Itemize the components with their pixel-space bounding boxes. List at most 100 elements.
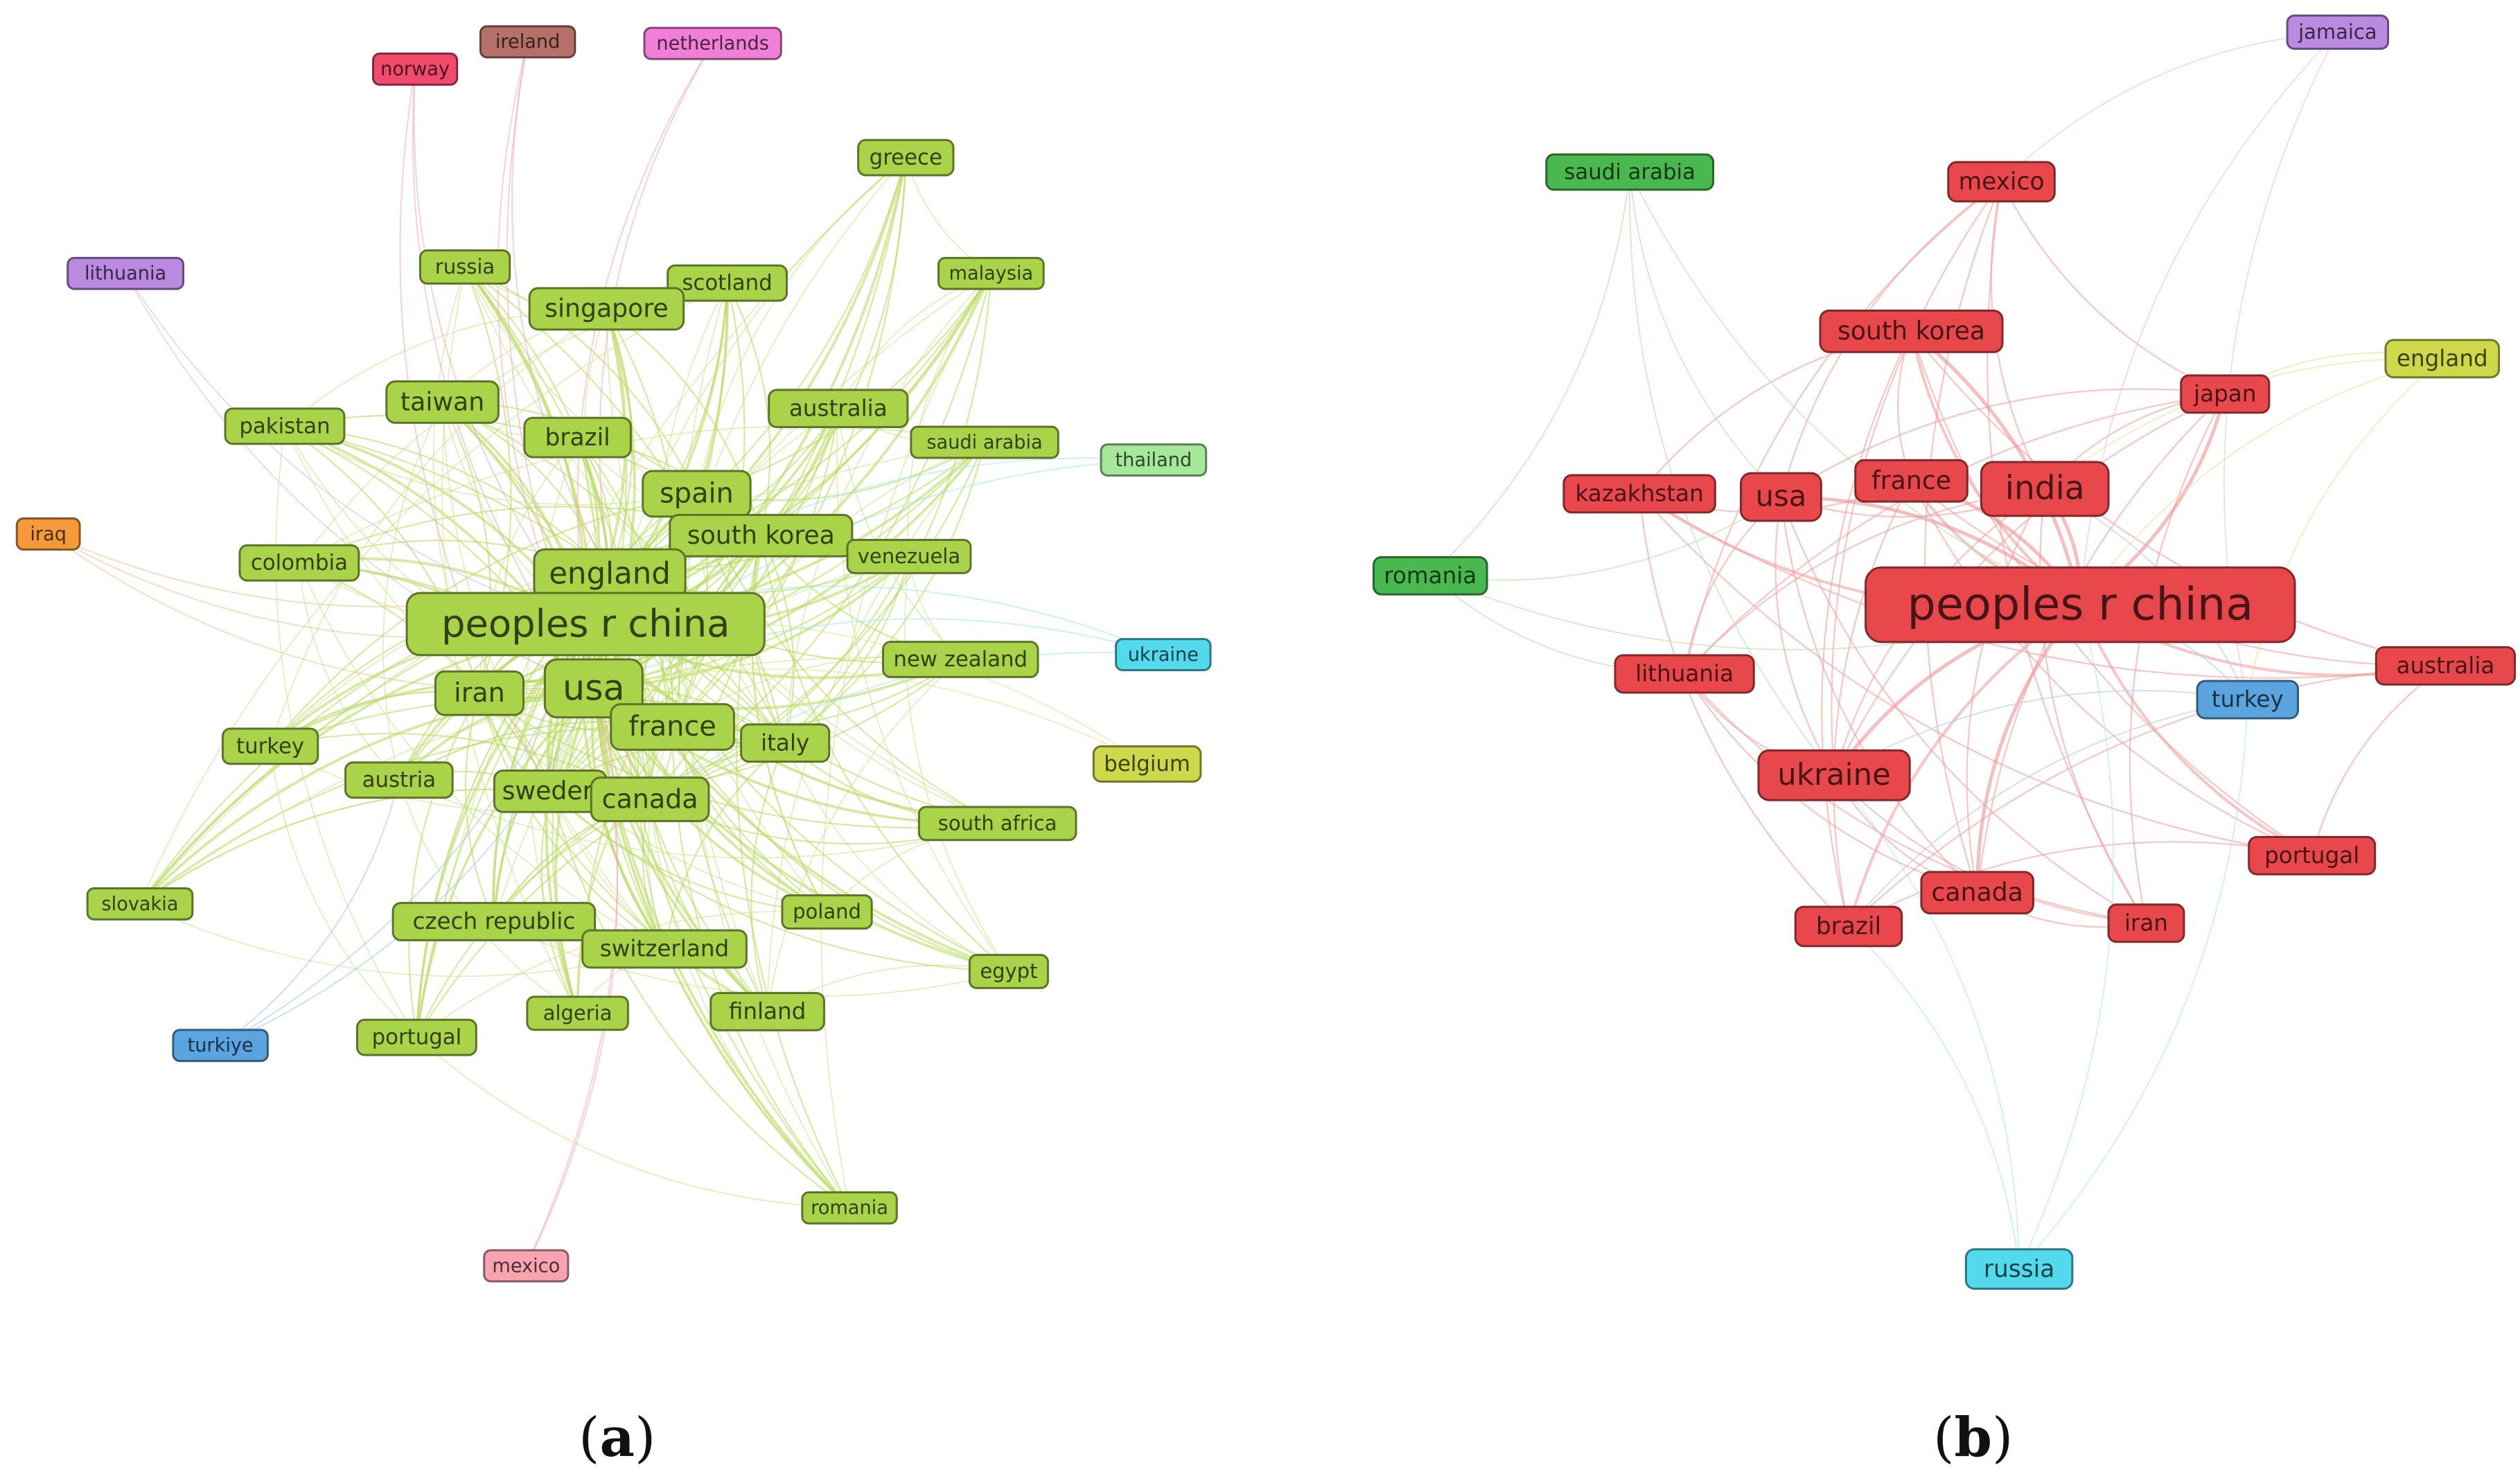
node-b-india-label: india: [2005, 470, 2085, 508]
edge-a-mexico-usa: [525, 688, 618, 1266]
node-a-finland-label: finland: [729, 998, 807, 1024]
node-b-peoples-r-china-label: peoples r china: [1907, 578, 2253, 630]
edge-b-jamaica-peoples_r_china: [2079, 31, 2338, 605]
node-b-usa-label: usa: [1756, 479, 1807, 513]
node-b-russia-label: russia: [1984, 1255, 2054, 1283]
node-a-austria: austria: [344, 761, 454, 799]
node-a-czech-republic-box: [391, 902, 597, 941]
node-a-russia-label: russia: [435, 255, 495, 278]
node-b-kazakhstan: kazakhstan: [1562, 474, 1716, 514]
node-a-greece: greece: [857, 139, 955, 177]
node-a-austria-box: [344, 761, 454, 799]
node-a-australia-label: australia: [789, 395, 888, 421]
edge-a-malaysia-romania: [820, 273, 992, 1208]
edge-a-turkiye-usa: [220, 688, 594, 1047]
node-a-iraq-label: iraq: [30, 524, 67, 545]
node-a-scotland: scotland: [667, 264, 788, 302]
node-a-ukraine-label: ukraine: [1128, 644, 1199, 666]
node-a-belgium: belgium: [1092, 745, 1202, 783]
node-b-england: england: [2384, 339, 2501, 379]
node-a-switzerland: switzerland: [581, 929, 748, 969]
edge-b-kazakhstan-brazil: [1639, 493, 1849, 927]
edge-b-russia-turkey: [2018, 700, 2248, 1270]
node-a-iran-box: [434, 670, 525, 716]
node-b-australia-label: australia: [2397, 652, 2495, 679]
node-a-peoples-r-china-box: [405, 592, 766, 657]
node-a-colombia-box: [238, 544, 360, 582]
node-a-egypt: egypt: [968, 954, 1049, 989]
edge-a-france-australia: [671, 408, 839, 728]
node-a-south-korea-label: south korea: [687, 520, 835, 550]
edge-b-england-turkey: [2246, 358, 2443, 700]
node-a-singapore: singapore: [528, 287, 685, 331]
node-a-slovakia-label: slovakia: [102, 894, 179, 915]
edge-b-portugal-brazil: [1848, 841, 2312, 927]
node-b-kazakhstan-label: kazakhstan: [1575, 480, 1703, 506]
node-a-taiwan: taiwan: [385, 380, 500, 424]
node-a-algeria-box: [526, 995, 629, 1031]
node-a-portugal-label: portugal: [372, 1025, 462, 1050]
node-a-iraq-box: [15, 517, 81, 551]
edge-b-lithuania-iran: [1684, 673, 2147, 924]
node-a-usa-label: usa: [563, 667, 625, 708]
node-a-south-korea: south korea: [669, 513, 854, 558]
node-b-portugal-box: [2248, 835, 2377, 876]
node-a-algeria: algeria: [526, 995, 629, 1031]
panel-b-caption: (b): [1933, 1406, 2014, 1469]
node-b-ukraine-label: ukraine: [1777, 758, 1891, 792]
node-b-russia: russia: [1964, 1248, 2074, 1290]
edge-b-south_korea-france: [1897, 330, 1912, 481]
node-a-czech-republic: czech republic: [391, 902, 597, 941]
node-a-new-zealand-box: [881, 641, 1039, 678]
node-b-mexico: mexico: [1947, 161, 2056, 203]
node-a-ukraine-box: [1115, 638, 1212, 671]
node-a-france-box: [610, 703, 735, 751]
edge-b-south_korea-brazil: [1821, 330, 1912, 927]
node-a-romania-box: [801, 1191, 898, 1225]
node-a-ukraine: ukraine: [1115, 638, 1212, 671]
edge-a-portugal-romania: [416, 1037, 850, 1209]
edge-a-saudi_arabia-finland: [766, 442, 985, 1012]
node-a-slovakia: slovakia: [86, 887, 194, 921]
node-a-ireland: ireland: [479, 25, 576, 59]
node-a-norway: norway: [371, 52, 459, 86]
edge-a-malaysia-venezuela: [907, 273, 992, 557]
node-a-lithuania: lithuania: [67, 256, 185, 290]
edge-b-england-peoples_r_china: [2079, 357, 2443, 605]
node-b-ukraine: ukraine: [1757, 749, 1911, 801]
edge-b-usa-iran: [1780, 497, 2147, 924]
node-a-france-label: france: [628, 711, 716, 743]
node-a-portugal: portugal: [355, 1018, 477, 1056]
node-b-lithuania: lithuania: [1614, 654, 1755, 694]
edge-a-greece-canada: [649, 157, 906, 800]
node-b-india: india: [1980, 461, 2110, 517]
node-a-iran-label: iran: [454, 677, 505, 708]
node-a-slovakia-box: [86, 887, 194, 921]
node-b-jamaica-label: jamaica: [2298, 20, 2377, 44]
edge-b-turkey-brazil: [1848, 699, 2248, 927]
node-b-england-label: england: [2397, 345, 2488, 371]
edge-a-iran-switzerland: [478, 693, 665, 950]
node-a-south-africa-label: south africa: [938, 811, 1057, 835]
node-a-netherlands-box: [643, 26, 782, 60]
edge-a-iran-poland: [479, 693, 827, 913]
node-b-romania: romania: [1372, 556, 1488, 596]
edge-a-spain-russia: [464, 266, 698, 495]
node-a-romania: romania: [801, 1191, 898, 1225]
node-a-south-africa-box: [917, 806, 1077, 842]
edge-a-sweden-egypt: [549, 790, 1009, 973]
node-a-pakistan-box: [224, 407, 346, 445]
node-b-france: france: [1854, 459, 1968, 503]
node-a-sweden-label: sweden: [502, 776, 599, 806]
node-b-turkey-label: turkey: [2212, 686, 2284, 713]
edge-b-russia-brazil: [1848, 925, 2020, 1270]
panel-a-caption-letter: a: [599, 1406, 635, 1469]
edge-a-italy-switzerland: [663, 742, 786, 950]
node-a-scotland-label: scotland: [682, 271, 772, 296]
node-b-jamaica-box: [2286, 15, 2390, 50]
node-b-portugal: portugal: [2248, 835, 2377, 876]
node-a-poland-label: poland: [793, 900, 861, 923]
node-a-colombia-label: colombia: [251, 551, 348, 576]
edge-b-romania-saudi_arabia: [1429, 172, 1631, 576]
node-a-switzerland-label: switzerland: [600, 936, 729, 962]
